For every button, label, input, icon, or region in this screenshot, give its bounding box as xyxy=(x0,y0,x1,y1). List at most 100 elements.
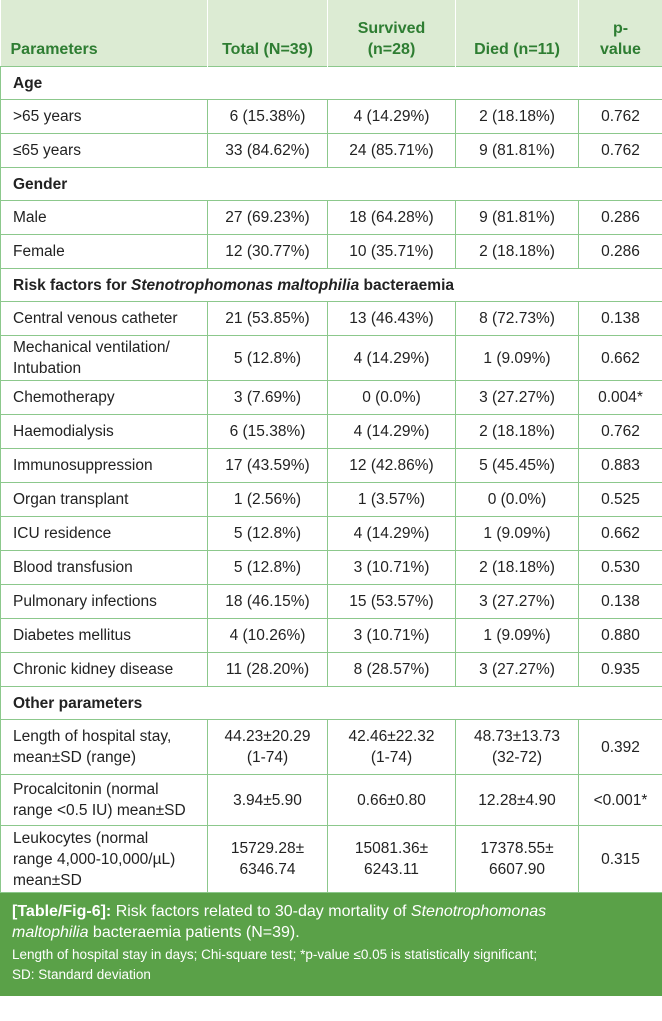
section-title-suffix: bacteraemia xyxy=(359,276,454,294)
cell-total: 21 (53.85%) xyxy=(207,301,328,336)
cell-died: 2 (18.18%) xyxy=(455,234,579,269)
cell-pvalue: 0.762 xyxy=(578,133,662,168)
cell-pvalue: <0.001* xyxy=(578,774,662,826)
section-row-risk-factors: Risk factors for Stenotrophomonas maltop… xyxy=(0,268,662,302)
cell-survived-line2: (1-74) xyxy=(370,749,413,766)
cell-pvalue: 0.286 xyxy=(578,234,662,269)
cell-pvalue: 0.662 xyxy=(578,516,662,551)
table-row: >65 years 6 (15.38%) 4 (14.29%) 2 (18.18… xyxy=(0,99,662,134)
cell-survived: 4 (14.29%) xyxy=(327,516,456,551)
cell-died: 5 (45.45%) xyxy=(455,448,579,483)
cell-total: 17 (43.59%) xyxy=(207,448,328,483)
section-row-age: Age xyxy=(0,66,662,100)
row-label-line1: Length of hospital stay, xyxy=(13,728,172,745)
header-survived: Survived (n=28) xyxy=(327,0,456,67)
cell-total: 12 (30.77%) xyxy=(207,234,328,269)
cell-died: 1 (9.09%) xyxy=(455,618,579,653)
row-label: Chemotherapy xyxy=(0,380,208,415)
cell-survived: 3 (10.71%) xyxy=(327,618,456,653)
row-label: Immunosuppression xyxy=(0,448,208,483)
cell-total-line1: 44.23±20.29 xyxy=(224,728,311,745)
header-survived-line2: (n=28) xyxy=(367,41,416,58)
cell-survived: 12 (42.86%) xyxy=(327,448,456,483)
section-title: Other parameters xyxy=(0,686,662,720)
caption-tag: [Table/Fig-6]: xyxy=(12,903,112,920)
table-row: ICU residence 5 (12.8%) 4 (14.29%) 1 (9.… xyxy=(0,516,662,551)
cell-total-line2: 6346.74 xyxy=(239,861,296,878)
cell-pvalue: 0.138 xyxy=(578,301,662,336)
table-caption: [Table/Fig-6]: Risk factors related to 3… xyxy=(0,893,662,996)
cell-died: 0 (0.0%) xyxy=(455,482,579,517)
cell-died: 2 (18.18%) xyxy=(455,414,579,449)
header-pvalue-line1: p- xyxy=(612,20,629,37)
row-label: Chronic kidney disease xyxy=(0,652,208,687)
row-label-line2: range 4,000-10,000/µL) xyxy=(13,850,176,868)
cell-survived: 0.66±0.80 xyxy=(327,774,456,826)
cell-died: 1 (9.09%) xyxy=(455,335,579,381)
header-pvalue: p- value xyxy=(578,0,662,67)
row-label-line2: mean±SD (range) xyxy=(13,749,137,766)
cell-total: 3 (7.69%) xyxy=(207,380,328,415)
caption-note-line2: SD: Standard deviation xyxy=(12,967,151,982)
row-label: Female xyxy=(0,234,208,269)
cell-total: 1 (2.56%) xyxy=(207,482,328,517)
cell-pvalue: 0.880 xyxy=(578,618,662,653)
cell-died: 1 (9.09%) xyxy=(455,516,579,551)
cell-survived-line2: 6243.11 xyxy=(364,861,419,878)
cell-survived: 4 (14.29%) xyxy=(327,99,456,134)
cell-survived: 1 (3.57%) xyxy=(327,482,456,517)
cell-survived: 24 (85.71%) xyxy=(327,133,456,168)
row-label: Leukocytes (normal range 4,000-10,000/µL… xyxy=(0,825,208,893)
cell-survived: 15 (53.57%) xyxy=(327,584,456,619)
cell-pvalue: 0.392 xyxy=(578,719,662,775)
cell-pvalue: 0.004* xyxy=(578,380,662,415)
row-label-line1: Procalcitonin (normal xyxy=(13,781,159,798)
cell-total: 5 (12.8%) xyxy=(207,516,328,551)
section-title-organism: Stenotrophomonas maltophilia xyxy=(131,276,360,294)
caption-note-line1: Length of hospital stay in days; Chi-squ… xyxy=(12,947,538,962)
table-header-row: Parameters Total (N=39) Survived (n=28) … xyxy=(0,0,662,67)
cell-died-line2: 6607.90 xyxy=(488,861,546,878)
cell-total: 33 (84.62%) xyxy=(207,133,328,168)
cell-pvalue: 0.525 xyxy=(578,482,662,517)
cell-died: 17378.55± 6607.90 xyxy=(455,825,579,893)
section-row-gender: Gender xyxy=(0,167,662,201)
caption-text-prefix: Risk factors related to 30-day mortality… xyxy=(111,903,411,920)
cell-pvalue: 0.315 xyxy=(578,825,662,893)
cell-total: 4 (10.26%) xyxy=(207,618,328,653)
section-title: Gender xyxy=(0,167,662,201)
table-row: Organ transplant 1 (2.56%) 1 (3.57%) 0 (… xyxy=(0,482,662,517)
cell-total: 6 (15.38%) xyxy=(207,99,328,134)
section-title-prefix: Risk factors for xyxy=(13,276,132,294)
row-label-line1: Mechanical ventilation/ xyxy=(13,339,170,356)
caption-title: [Table/Fig-6]: Risk factors related to 3… xyxy=(12,901,650,943)
cell-pvalue: 0.762 xyxy=(578,99,662,134)
cell-survived-line1: 42.46±22.32 xyxy=(348,728,435,745)
cell-died: 3 (27.27%) xyxy=(455,652,579,687)
row-label: Pulmonary infections xyxy=(0,584,208,619)
caption-organism-line2: maltophilia xyxy=(12,924,89,941)
cell-pvalue: 0.286 xyxy=(578,200,662,235)
row-label: Haemodialysis xyxy=(0,414,208,449)
table-row: Chronic kidney disease 11 (28.20%) 8 (28… xyxy=(0,652,662,687)
row-label: ICU residence xyxy=(0,516,208,551)
cell-survived: 0 (0.0%) xyxy=(327,380,456,415)
caption-note: Length of hospital stay in days; Chi-squ… xyxy=(12,945,650,985)
cell-died: 2 (18.18%) xyxy=(455,99,579,134)
table-row: Male 27 (69.23%) 18 (64.28%) 9 (81.81%) … xyxy=(0,200,662,235)
cell-total-line2: (1-74) xyxy=(246,749,289,766)
table-row: ≤65 years 33 (84.62%) 24 (85.71%) 9 (81.… xyxy=(0,133,662,168)
cell-pvalue: 0.935 xyxy=(578,652,662,687)
row-label: Central venous catheter xyxy=(0,301,208,336)
cell-died: 48.73±13.73 (32-72) xyxy=(455,719,579,775)
row-label: Blood transfusion xyxy=(0,550,208,585)
table-row: Haemodialysis 6 (15.38%) 4 (14.29%) 2 (1… xyxy=(0,414,662,449)
cell-survived: 4 (14.29%) xyxy=(327,335,456,381)
row-label: Mechanical ventilation/ Intubation xyxy=(0,335,208,381)
table-figure: Parameters Total (N=39) Survived (n=28) … xyxy=(0,0,662,996)
cell-pvalue: 0.762 xyxy=(578,414,662,449)
table-row: Chemotherapy 3 (7.69%) 0 (0.0%) 3 (27.27… xyxy=(0,380,662,415)
cell-died-line1: 48.73±13.73 xyxy=(473,728,561,745)
cell-total: 6 (15.38%) xyxy=(207,414,328,449)
row-label-line3: mean±SD xyxy=(13,871,82,889)
